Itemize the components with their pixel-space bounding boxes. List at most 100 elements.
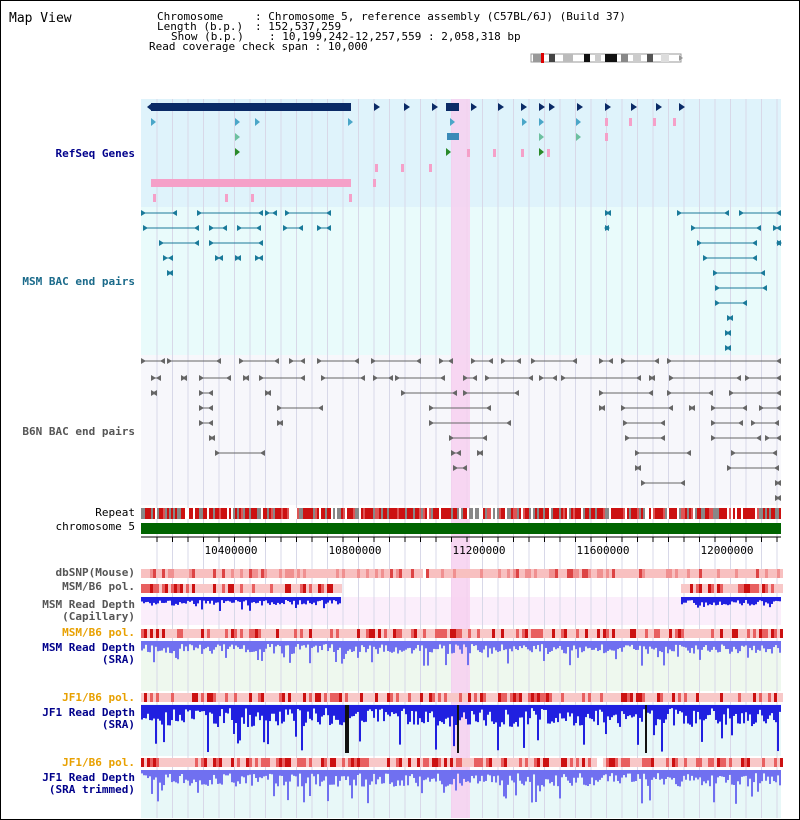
polymorphism-segment — [204, 693, 207, 702]
depth-bar — [213, 597, 215, 605]
polymorphism-segment — [150, 693, 153, 702]
polymorphism-segment — [549, 693, 552, 702]
depth-bar — [657, 705, 659, 720]
polymorphism-segment — [753, 693, 756, 702]
snp-segment — [654, 569, 657, 578]
polymorphism-segment — [606, 629, 609, 638]
depth-bar — [423, 770, 425, 781]
bac-end — [711, 420, 716, 426]
polymorphism-segment — [360, 693, 363, 702]
depth-bar — [179, 770, 181, 777]
depth-bar — [599, 705, 601, 710]
bac-end — [485, 375, 490, 381]
polymorphism-segment — [522, 758, 525, 767]
depth-bar — [503, 641, 505, 651]
repeat-segment — [329, 508, 331, 519]
depth-bar — [207, 770, 209, 786]
polymorphism-segment — [546, 758, 549, 767]
depth-bar — [437, 641, 439, 650]
depth-bar — [145, 705, 147, 719]
polymorphism-segment — [777, 584, 780, 593]
track-label-b6n-bac[interactable]: B6N BAC end pairs — [22, 425, 135, 438]
depth-bar — [309, 597, 311, 604]
bac-end — [326, 225, 331, 231]
depth-bar — [767, 770, 769, 777]
track-label-msm-bac[interactable]: MSM BAC end pairs — [22, 275, 135, 288]
depth-bar — [497, 770, 499, 776]
depth-bar — [689, 597, 691, 601]
repeat-segment — [297, 508, 299, 519]
polymorphism-segment — [219, 584, 222, 593]
polymorphism-segment — [267, 629, 270, 638]
depth-bar — [731, 705, 733, 736]
depth-bar — [669, 705, 671, 709]
snp-segment — [717, 569, 720, 578]
polymorphism-segment — [633, 693, 636, 702]
depth-bar — [331, 641, 333, 645]
snp-segment — [480, 569, 483, 578]
depth-bar — [529, 770, 531, 782]
polymorphism-segment — [651, 758, 654, 767]
depth-bar — [185, 705, 187, 710]
polymorphism-segment — [486, 758, 489, 767]
polymorphism-segment — [288, 758, 291, 767]
depth-bar — [329, 597, 331, 601]
polymorphism-segment — [225, 758, 228, 767]
depth-bar — [219, 770, 221, 784]
polymorphism-segment — [777, 629, 780, 638]
polymorphism-segment — [570, 758, 573, 767]
depth-bar — [241, 770, 243, 777]
snp-segment — [360, 569, 363, 578]
polymorphism-segment — [381, 693, 384, 702]
depth-bar — [205, 597, 207, 604]
depth-bar — [543, 770, 545, 787]
track-label-refseq[interactable]: RefSeq Genes — [55, 147, 135, 160]
bac-end — [452, 390, 457, 396]
depth-bar — [335, 641, 337, 662]
bac-end — [218, 255, 223, 261]
snp-segment — [594, 569, 597, 578]
depth-bar — [489, 770, 491, 776]
polymorphism-segment — [408, 693, 411, 702]
polymorphism-segment — [669, 693, 672, 702]
depth-bar — [313, 641, 315, 647]
repeat-segment — [539, 508, 541, 519]
depth-bar — [173, 705, 175, 710]
depth-bar — [705, 705, 707, 719]
depth-bar — [261, 770, 263, 779]
depth-bar — [713, 705, 715, 712]
gene-arrow — [539, 133, 544, 141]
depth-bar — [255, 641, 257, 652]
snp-segment — [579, 569, 582, 578]
repeat-segment — [751, 508, 753, 519]
polymorphism-segment — [363, 693, 366, 702]
chromosome-ideogram[interactable] — [529, 52, 685, 65]
repeat-segment — [213, 508, 215, 519]
depth-bar — [635, 770, 637, 781]
depth-bar — [365, 705, 367, 722]
depth-bar — [773, 597, 775, 602]
repeat-segment — [153, 508, 155, 519]
depth-bar — [363, 641, 365, 648]
bac-end — [539, 375, 544, 381]
polymorphism-segment — [246, 758, 249, 767]
depth-bar — [725, 597, 727, 605]
depth-bar — [687, 770, 689, 775]
depth-bar — [283, 597, 285, 605]
polymorphism-segment — [231, 758, 234, 767]
polymorphism-segment — [720, 584, 723, 593]
polymorphism-segment — [309, 693, 312, 702]
repeat-segment — [279, 508, 281, 519]
bac-end — [765, 435, 770, 441]
repeat-segment — [415, 508, 417, 519]
depth-bar — [627, 705, 629, 717]
polymorphism-segment — [576, 693, 579, 702]
polymorphism-segment — [324, 629, 327, 638]
depth-bar — [677, 770, 679, 787]
repeat-segment — [321, 508, 323, 519]
polymorphism-segment — [570, 693, 573, 702]
depth-bar — [659, 770, 661, 780]
polymorphism-segment — [249, 629, 252, 638]
repeat-segment — [323, 508, 325, 519]
